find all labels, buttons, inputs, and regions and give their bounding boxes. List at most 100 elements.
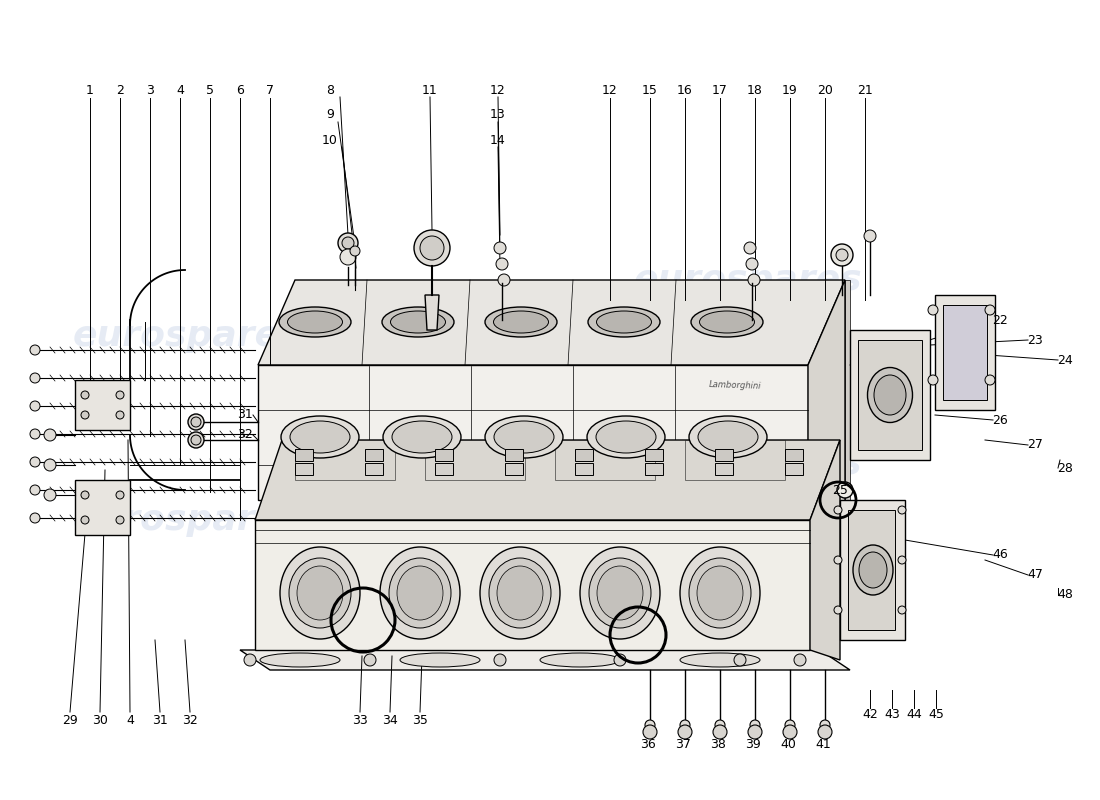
- Ellipse shape: [698, 421, 758, 453]
- Text: 42: 42: [862, 709, 878, 722]
- Text: 12: 12: [491, 83, 506, 97]
- Polygon shape: [850, 330, 930, 460]
- Text: 45: 45: [928, 709, 944, 722]
- Text: 43: 43: [884, 709, 900, 722]
- Circle shape: [350, 246, 360, 256]
- Circle shape: [645, 720, 654, 730]
- Text: 19: 19: [782, 83, 797, 97]
- Ellipse shape: [697, 566, 742, 620]
- Circle shape: [81, 411, 89, 419]
- Circle shape: [496, 258, 508, 270]
- Circle shape: [678, 725, 692, 739]
- Circle shape: [81, 516, 89, 524]
- Text: 27: 27: [1027, 438, 1043, 451]
- Ellipse shape: [280, 416, 359, 458]
- Circle shape: [30, 485, 40, 495]
- Circle shape: [818, 725, 832, 739]
- Circle shape: [494, 242, 506, 254]
- Ellipse shape: [494, 421, 554, 453]
- Ellipse shape: [287, 311, 342, 333]
- Polygon shape: [858, 340, 922, 450]
- Ellipse shape: [485, 307, 557, 337]
- Text: 20: 20: [817, 83, 833, 97]
- Circle shape: [30, 345, 40, 355]
- Polygon shape: [556, 440, 654, 480]
- Polygon shape: [255, 520, 810, 650]
- Polygon shape: [685, 440, 785, 480]
- Ellipse shape: [700, 311, 755, 333]
- Circle shape: [30, 429, 40, 439]
- Ellipse shape: [390, 311, 446, 333]
- Polygon shape: [785, 463, 803, 475]
- Text: eurospares: eurospares: [348, 319, 576, 353]
- Circle shape: [898, 556, 906, 564]
- Text: 6: 6: [236, 83, 244, 97]
- Ellipse shape: [689, 416, 767, 458]
- Text: 33: 33: [352, 714, 367, 726]
- Polygon shape: [810, 440, 840, 660]
- Text: 40: 40: [780, 738, 796, 751]
- Text: 39: 39: [745, 738, 761, 751]
- Text: 22: 22: [992, 314, 1008, 326]
- Text: 32: 32: [238, 429, 253, 442]
- Circle shape: [785, 720, 795, 730]
- Circle shape: [44, 489, 56, 501]
- Text: 31: 31: [152, 714, 168, 726]
- Ellipse shape: [400, 653, 480, 667]
- Text: 24: 24: [1057, 354, 1072, 366]
- Text: 48: 48: [1057, 589, 1072, 602]
- Circle shape: [750, 720, 760, 730]
- Ellipse shape: [689, 558, 751, 628]
- Circle shape: [748, 274, 760, 286]
- Circle shape: [340, 249, 356, 265]
- Text: 5: 5: [206, 83, 214, 97]
- Polygon shape: [808, 280, 845, 510]
- Circle shape: [338, 233, 358, 253]
- Polygon shape: [715, 463, 733, 475]
- Ellipse shape: [392, 421, 452, 453]
- Ellipse shape: [588, 558, 651, 628]
- Text: 32: 32: [183, 714, 198, 726]
- Ellipse shape: [260, 653, 340, 667]
- Text: 38: 38: [711, 738, 726, 751]
- Text: 14: 14: [491, 134, 506, 146]
- Text: 11: 11: [422, 83, 438, 97]
- Circle shape: [820, 720, 830, 730]
- Ellipse shape: [382, 307, 454, 337]
- Text: eurospares: eurospares: [73, 503, 301, 537]
- Polygon shape: [425, 295, 439, 330]
- Circle shape: [81, 391, 89, 399]
- Polygon shape: [75, 480, 130, 535]
- Circle shape: [680, 720, 690, 730]
- Circle shape: [30, 401, 40, 411]
- Polygon shape: [943, 305, 987, 400]
- Text: 2: 2: [117, 83, 124, 97]
- Polygon shape: [255, 440, 840, 520]
- Text: 35: 35: [412, 714, 428, 726]
- Text: 21: 21: [857, 83, 873, 97]
- Text: 25: 25: [832, 483, 848, 497]
- Text: 34: 34: [382, 714, 398, 726]
- Circle shape: [734, 654, 746, 666]
- Polygon shape: [295, 440, 395, 480]
- Circle shape: [420, 236, 444, 260]
- Ellipse shape: [383, 416, 461, 458]
- Text: 13: 13: [491, 109, 506, 122]
- Circle shape: [244, 654, 256, 666]
- Ellipse shape: [480, 547, 560, 639]
- Circle shape: [116, 411, 124, 419]
- Circle shape: [116, 516, 124, 524]
- Circle shape: [928, 305, 938, 315]
- Circle shape: [928, 375, 938, 385]
- Polygon shape: [505, 463, 522, 475]
- Ellipse shape: [389, 558, 451, 628]
- Polygon shape: [434, 463, 453, 475]
- Ellipse shape: [587, 416, 665, 458]
- Text: 10: 10: [322, 134, 338, 146]
- Circle shape: [864, 230, 876, 242]
- Circle shape: [116, 391, 124, 399]
- Circle shape: [834, 606, 842, 614]
- Text: 47: 47: [1027, 569, 1043, 582]
- Circle shape: [837, 482, 852, 498]
- Circle shape: [116, 491, 124, 499]
